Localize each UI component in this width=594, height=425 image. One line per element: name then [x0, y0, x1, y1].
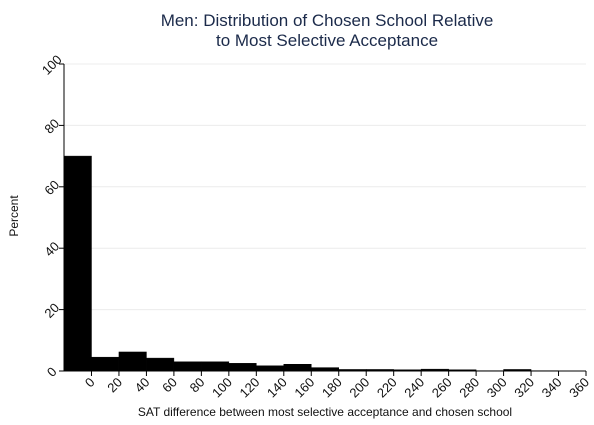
bar-0 [63, 155, 92, 372]
x-tick-label-320: 320 [511, 375, 537, 401]
x-tick-label-60: 60 [159, 375, 180, 396]
y-tick-label-80: 80 [41, 116, 62, 137]
x-tick-label-80: 80 [187, 375, 208, 396]
chart-title-line-1: Men: Distribution of Chosen School Relat… [161, 11, 494, 30]
y-tick-label-40: 40 [41, 239, 62, 260]
x-tick-label-0: 0 [82, 375, 98, 391]
chart-title-line-2: to Most Selective Acceptance [216, 31, 438, 50]
bar-120 [228, 363, 257, 372]
y-tick-label-60: 60 [41, 177, 62, 198]
bar-20 [91, 356, 120, 372]
x-tick-label-260: 260 [429, 375, 455, 401]
bar-80 [173, 361, 202, 372]
bar-180 [311, 367, 339, 372]
x-tick-label-240: 240 [401, 375, 427, 401]
bar-140 [256, 365, 285, 372]
x-tick-label-340: 340 [539, 375, 565, 401]
x-tick-label-200: 200 [346, 375, 372, 401]
y-tick-label-100: 100 [39, 52, 65, 78]
gridlines [64, 63, 586, 311]
x-axis-label: SAT difference between most selective ac… [138, 405, 512, 419]
y-axis-label: Percent [7, 195, 21, 237]
y-axis-ticks: 0 20 40 60 80 100 [39, 52, 65, 380]
x-tick-label-100: 100 [209, 375, 235, 401]
bar-160 [283, 363, 312, 372]
bar-100 [201, 361, 230, 372]
x-tick-label-40: 40 [132, 375, 153, 396]
chart-title: Men: Distribution of Chosen School Relat… [161, 11, 494, 50]
x-tick-label-280: 280 [456, 375, 482, 401]
bar-60 [146, 357, 175, 372]
x-tick-label-360: 360 [566, 375, 592, 401]
x-tick-label-180: 180 [319, 375, 345, 401]
y-tick-label-20: 20 [41, 300, 62, 321]
x-tick-label-20: 20 [104, 375, 125, 396]
x-tick-label-120: 120 [236, 375, 262, 401]
x-tick-label-160: 160 [291, 375, 317, 401]
bars [63, 155, 559, 372]
x-tick-label-140: 140 [264, 375, 290, 401]
x-tick-label-220: 220 [374, 375, 400, 401]
x-axis-ticks: 0 20 40 60 80 100 120 140 160 180 200 220 240 260 280 3… [82, 371, 592, 400]
x-tick-label-300: 300 [484, 375, 510, 401]
y-tick-label-0: 0 [44, 364, 60, 380]
bar-40 [118, 351, 147, 372]
